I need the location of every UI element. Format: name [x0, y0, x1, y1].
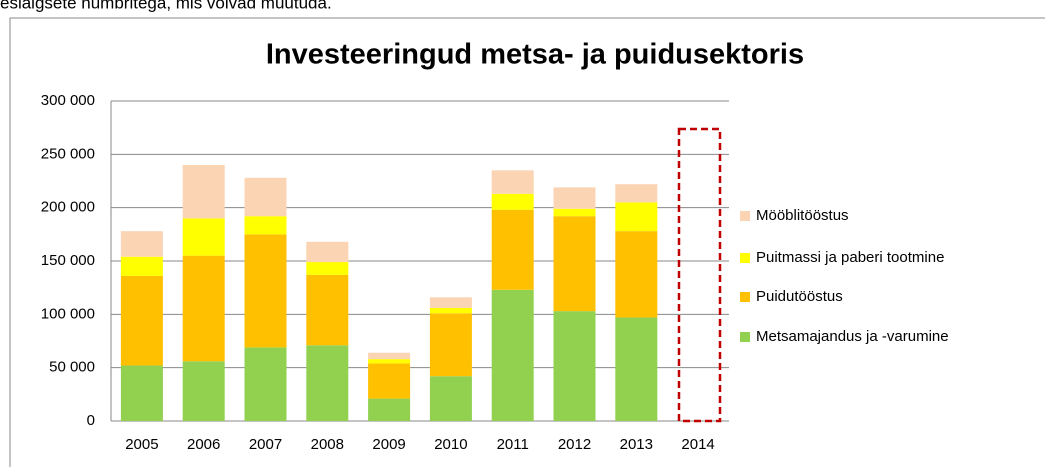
bar-segment [182, 361, 225, 421]
bar-segment [553, 208, 596, 217]
y-tick-label: 100 000 [41, 305, 95, 322]
bar-segment [120, 256, 163, 276]
bar-segment [429, 376, 472, 421]
bar-segment [491, 209, 534, 290]
bar-segment [615, 202, 658, 232]
bar-segment [182, 218, 225, 256]
bar-segment [429, 307, 472, 314]
bar-segment [182, 165, 225, 219]
bar-segment [368, 398, 411, 421]
x-tick-label: 2012 [558, 436, 591, 453]
x-tick-label: 2010 [434, 436, 467, 453]
chart-title: Investeeringud metsa- ja puidusektoris [266, 39, 804, 71]
bar-segment [429, 313, 472, 377]
legend-label: Puidutööstus [756, 288, 843, 305]
highlight-box [677, 127, 722, 423]
y-tick-label: 50 000 [49, 359, 95, 376]
x-tick-label: 2005 [125, 436, 158, 453]
x-tick-label: 2011 [497, 436, 529, 453]
bar-segment [306, 345, 349, 421]
y-tick-label: 300 000 [41, 92, 95, 109]
bar-segment [306, 241, 349, 263]
x-tick-label: 2006 [187, 436, 220, 453]
legend-swatch [740, 253, 750, 263]
bar-segment [120, 231, 163, 257]
bar-segment [120, 365, 163, 421]
x-tick-label: 2013 [620, 436, 653, 453]
x-tick-label: 2009 [372, 436, 405, 453]
bar-segment [244, 216, 287, 235]
legend-label: Mööblitööstus [756, 207, 849, 224]
bar-segment [615, 231, 658, 318]
legend-swatch [740, 332, 750, 342]
bar-segment [553, 187, 596, 209]
caption: eslaigsete numbritega, mis võivad muutud… [0, 0, 332, 12]
bar-segment [491, 170, 534, 194]
bar-segment [368, 363, 411, 399]
bar-segment [120, 275, 163, 366]
legend-label: Metsamajandus ja -varumine [756, 328, 949, 345]
x-tick-label: 2007 [249, 436, 282, 453]
y-tick-label: 250 000 [41, 145, 95, 162]
bar-segment [368, 352, 411, 360]
legend-swatch [740, 292, 750, 302]
bar-segment [244, 347, 287, 421]
bar-segment [491, 193, 534, 210]
bar-segment [615, 317, 658, 421]
y-tick-label: 150 000 [41, 252, 95, 269]
y-tick-label: 0 [87, 412, 95, 429]
x-tick-label: 2014 [681, 436, 714, 453]
bar-segment [306, 262, 349, 275]
bar-segment [491, 289, 534, 421]
bar-segment [368, 359, 411, 364]
bar-segment [615, 184, 658, 203]
x-tick-label: 2008 [311, 436, 344, 453]
bar-segment [182, 255, 225, 362]
legend-swatch [740, 211, 750, 221]
bar-segment [244, 234, 287, 348]
bar-segment [429, 297, 472, 308]
bar-segment [306, 274, 349, 346]
legend-label: Puitmassi ja paberi tootmine [756, 249, 944, 266]
bar-segment [553, 311, 596, 421]
bar-segment [553, 216, 596, 312]
bar-segment [244, 177, 287, 217]
y-tick-label: 200 000 [41, 199, 95, 216]
